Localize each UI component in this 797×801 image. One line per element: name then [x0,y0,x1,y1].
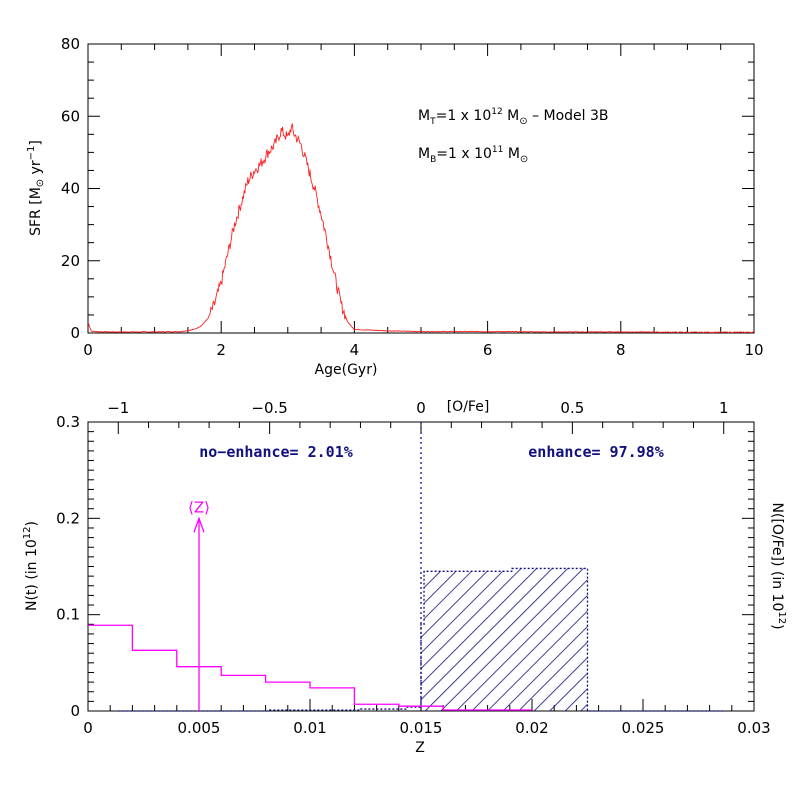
sfr-x-tick-label: 10 [744,341,763,359]
ofe-top-axis-label: [O/Fe] [447,399,490,415]
sfr-y-tick-label: 0 [70,324,80,342]
sfr-x-tick-label: 2 [216,341,226,359]
sfr-x-tick-label: 6 [483,341,493,359]
metallicity-x-tick-label: 0.025 [622,719,665,737]
sfr-x-tick-label: 8 [616,341,626,359]
sfr-y-tick-label: 80 [61,35,80,53]
ofe-x-tick-label: −0.5 [251,399,287,417]
ofe-y-axis-label: N([O/Fe]) (in 1012) [769,502,787,629]
annotation-baryon-mass: MB=1 x 1011 M⊙ [418,145,528,165]
metallicity-y-tick-label: 0.3 [56,413,80,431]
sfr-y-tick-label: 40 [61,180,80,198]
sfr-x-axis-label: Age(Gyr) [315,362,378,378]
metallicity-x-tick-label: 0.01 [293,719,326,737]
metallicity-x-axis-label: Z [415,740,425,756]
metallicity-tick-labels: 0 0.005 0.01 0.015 0.02 0.025 0.03 −1 −0.5 0 0.5 1 0… [56,399,771,737]
metallicity-x-tick-label: 0.03 [737,719,770,737]
metallicity-step-line [88,624,532,711]
sfr-y-tick-label: 60 [61,107,80,125]
enhance-label: enhance= 97.98% [528,443,663,461]
sfr-ticks [87,43,755,334]
metallicity-y-tick-label: 0.1 [56,606,80,624]
metallicity-x-tick-label: 0.015 [400,719,443,737]
metallicity-x-tick-label: 0.005 [178,719,221,737]
sfr-x-tick-label: 0 [83,341,93,359]
sfr-tick-labels: 0 2 4 6 8 10 0 20 40 60 80 [61,35,764,359]
annotation-total-mass: MT=1 x 1012 M⊙ – Model 3B [418,107,609,127]
metallicity-x-tick-label: 0 [83,719,93,737]
enhance-hatched-region [421,568,588,711]
ofe-x-tick-label: 1 [719,399,729,417]
metallicity-y-axis-label: N(t) (in 1012) [22,521,40,611]
mean-z-arrowhead [193,516,205,533]
mean-z-label: ⟨Z⟩ [188,498,210,516]
ofe-x-tick-label: 0.5 [560,399,584,417]
metallicity-panel: 0 0.005 0.01 0.015 0.02 0.025 0.03 −1 −0.5 0 0.5 1 0… [22,399,787,756]
metallicity-y-tick-label: 0.2 [56,509,80,527]
ofe-x-tick-label: 0 [416,399,426,417]
no-enhance-label: no−enhance= 2.01% [199,443,353,461]
ofe-x-tick-label: −1 [107,399,129,417]
sfr-x-tick-label: 4 [350,341,360,359]
sfr-plot-frame [87,43,755,334]
mean-z-marker: ⟨Z⟩ [188,498,210,711]
model-annotation: MT=1 x 1012 M⊙ – Model 3B MB=1 x 1011 M⊙ [418,107,609,165]
sfr-y-tick-label: 20 [61,252,80,270]
sfr-y-axis-label: SFR [M⊙ yr−1] [26,140,46,236]
metallicity-x-tick-label: 0.02 [515,719,548,737]
ofe-distribution-line [118,567,724,712]
metallicity-y-tick-label: 0 [70,702,80,720]
sfr-series-line [87,122,755,334]
